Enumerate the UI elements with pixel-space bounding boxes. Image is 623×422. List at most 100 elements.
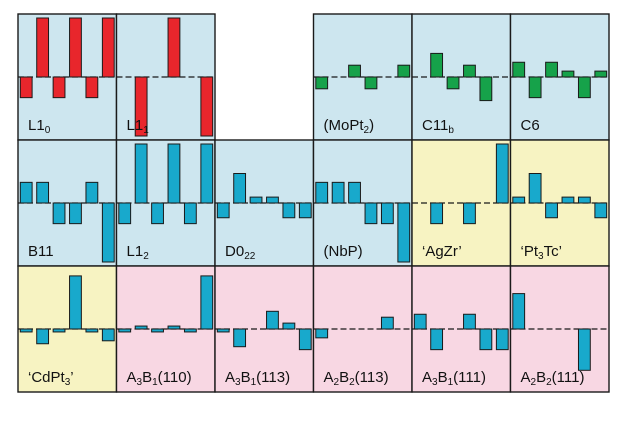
bar-L1_0-4	[85, 76, 99, 99]
bar-MoPt2-3	[364, 76, 378, 90]
bar-B11-4	[85, 181, 99, 204]
bar-CdPt3-1	[36, 328, 50, 345]
panel-label-NbP: (NbP)	[324, 244, 363, 259]
bar-NbP-3	[364, 202, 378, 225]
panel-label-sub: 22	[244, 251, 256, 262]
panel-label-D0_22: D022	[225, 244, 255, 262]
bar-MoPt2-0	[315, 76, 329, 90]
bar-B11-5	[101, 202, 115, 263]
panel-label-sub: 2	[363, 125, 370, 136]
bar-A3B1_111-0	[413, 313, 427, 330]
panel-label-label: ‘CdPt	[28, 369, 65, 386]
bar-Pt3Tc-5	[594, 202, 608, 219]
bar-CdPt3-0	[19, 328, 33, 333]
panel-label-sub: 1	[143, 125, 149, 136]
panel-label-A3B1_111: A3B1(111)	[422, 370, 486, 388]
bar-A3B1_110-5	[200, 275, 214, 330]
panel-NbP	[312, 139, 413, 267]
bar-D0_22-2	[249, 196, 263, 204]
bar-C11b-2	[446, 76, 460, 90]
bar-L1_1-1	[134, 76, 148, 137]
panel-label-B11: B11	[28, 244, 54, 259]
bar-A2B2_113-0	[315, 328, 329, 339]
panel-MoPt2	[312, 13, 413, 141]
panel-label-label: B11	[28, 243, 54, 260]
panel-label-suffix: B	[339, 369, 350, 386]
bar-L1_0-1	[36, 17, 50, 78]
panel-AgZr	[411, 139, 512, 267]
panel-label-sub: 2	[143, 251, 149, 262]
panel-label-label: C6	[520, 117, 540, 134]
bar-A3B1_113-3	[266, 310, 279, 330]
bar-C6-4	[577, 76, 591, 99]
bar-MoPt2-5	[397, 64, 411, 78]
panel-label-sub2: 1	[447, 377, 454, 388]
bar-A3B1_111-1	[430, 328, 444, 351]
panel-B11	[17, 139, 118, 267]
bar-CdPt3-5	[101, 328, 115, 342]
panel-label-A3B1_110: A3B1(110)	[127, 370, 192, 388]
bar-L1_1-3	[167, 17, 181, 78]
bar-A3B1_113-0	[216, 328, 230, 333]
panel-L1_0	[17, 13, 118, 141]
panel-label-label: L1	[28, 117, 45, 134]
bar-AgZr-3	[463, 202, 476, 225]
panel-label-sub2: 1	[250, 377, 257, 388]
bar-CdPt3-2	[52, 328, 66, 333]
bar-C6-0	[512, 61, 526, 78]
panel-label-sub2: 1	[152, 377, 158, 388]
bar-Pt3Tc-0	[512, 196, 526, 204]
panel-label-sub: 3	[136, 377, 143, 388]
bar-L1_1-5	[200, 76, 214, 137]
bar-D0_22-1	[233, 173, 247, 204]
panel-label-suffix2: (113)	[354, 369, 389, 386]
bar-B11-0	[19, 181, 33, 204]
bar-NbP-5	[397, 202, 411, 263]
panel-label-suffix: Tc’	[543, 243, 562, 260]
panel-label-label: L1	[126, 117, 144, 134]
bar-A3B1_110-2	[151, 328, 164, 333]
panel-label-Pt3Tc: ‘Pt3Tc’	[521, 244, 562, 262]
panel-label-L1_2: L12	[127, 244, 149, 262]
bar-CdPt3-3	[69, 275, 82, 330]
panel-label-MoPt2: (MoPt2)	[324, 118, 375, 136]
panel-C6	[509, 13, 610, 141]
bar-A3B1_110-1	[134, 325, 148, 330]
panel-A3B1_110	[115, 265, 216, 393]
bar-AgZr-5	[495, 143, 509, 204]
panel-label-sub2: 2	[349, 377, 355, 388]
bar-NbP-1	[331, 181, 345, 204]
panel-L1_2	[115, 139, 216, 267]
panel-label-label: A	[520, 369, 531, 386]
panel-label-sub: 3	[432, 377, 438, 388]
bar-L1_2-1	[134, 143, 148, 204]
panel-label-label: ‘AgZr’	[422, 243, 462, 260]
panel-D0_22	[214, 139, 315, 267]
bar-A3B1_110-3	[167, 325, 181, 330]
panel-label-sub: 2	[333, 377, 340, 388]
panel-label-AgZr: ‘AgZr’	[422, 244, 462, 259]
bar-L1_2-0	[118, 202, 132, 225]
panel-label-label: A	[126, 369, 137, 386]
panel-label-sub: 3	[235, 377, 241, 388]
bar-C6-3	[561, 70, 575, 78]
bar-D0_22-0	[216, 202, 230, 219]
bar-A3B1_113-5	[298, 328, 312, 351]
bar-D0_22-5	[298, 202, 312, 219]
panel-label-suffix: B	[240, 369, 251, 386]
bar-Pt3Tc-1	[528, 173, 542, 204]
panel-label-L1_0: L10	[28, 118, 50, 136]
bar-C6-2	[545, 61, 558, 78]
panel-label-L1_1: L11	[127, 118, 149, 136]
bar-C11b-4	[479, 76, 493, 102]
panel-label-suffix2: (111)	[551, 369, 585, 386]
panel-label-sub: 2	[530, 377, 537, 388]
panel-Pt3Tc	[509, 139, 610, 267]
bar-L1_0-3	[69, 17, 82, 78]
panel-label-sub: 3	[64, 377, 71, 388]
bar-AgZr-1	[430, 202, 444, 225]
panel-label-label: ‘Pt	[520, 243, 539, 260]
panel-label-suffix: ’	[70, 369, 74, 386]
bar-L1_2-3	[167, 143, 181, 204]
panel-label-label: A	[323, 369, 334, 386]
